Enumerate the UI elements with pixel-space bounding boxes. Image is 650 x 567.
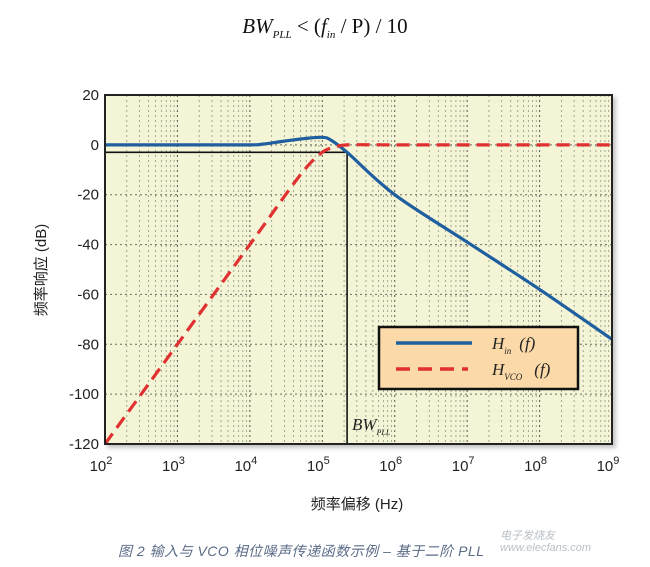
formula-f: f — [320, 14, 327, 38]
reference-lines — [105, 151, 348, 444]
formula-bw: BW — [242, 14, 273, 38]
formula-bw-sub: PLL — [272, 29, 292, 42]
y-tick-label: -120 — [69, 436, 99, 453]
bandwidth-formula: BWPLL < (fin / P) / 10 — [0, 14, 650, 41]
y-tick-label: -100 — [69, 386, 99, 403]
legend: Hin (f) HVCO (f) — [377, 325, 580, 391]
y-tick-label: 20 — [82, 87, 99, 104]
y-tick-label: -60 — [77, 286, 99, 303]
bw-pll-label: BWPLL — [352, 415, 391, 437]
x-tick-label: 109 — [597, 455, 620, 475]
formula-op: < ( — [291, 14, 321, 38]
h-in-curve — [104, 135, 613, 341]
x-tick-label: 107 — [452, 455, 475, 475]
formula-rest: / P) / 10 — [335, 14, 408, 38]
plot-border — [104, 94, 613, 445]
watermark-brand: 电子发烧友 — [500, 530, 555, 542]
y-tick-label: -40 — [77, 237, 99, 254]
x-tick-label: 104 — [234, 455, 257, 475]
y-axis-ticks: 20 0 -20 -40 -60 -80 -100 -120 — [69, 87, 99, 453]
y-axis-label: 频率响应 (dB) — [32, 224, 50, 317]
x-axis-ticks: 102 103 104 105 106 107 108 109 — [90, 455, 620, 475]
watermark-url: www.elecfans.com — [500, 542, 592, 554]
y-tick-label: 0 — [91, 137, 99, 154]
x-tick-label: 102 — [90, 455, 113, 475]
curves — [103, 135, 613, 445]
x-tick-label: 105 — [307, 455, 330, 475]
legend-label-h-vco: HVCO (f) — [491, 360, 551, 382]
watermark: 电子发烧友 www.elecfans.com — [500, 530, 591, 554]
x-tick-label: 106 — [379, 455, 402, 475]
x-axis-label: 频率偏移 (Hz) — [311, 496, 404, 513]
legend-label-h-in: Hin (f) — [491, 334, 536, 356]
h-vco-curve — [103, 143, 612, 445]
formula-f-sub: in — [326, 29, 336, 42]
figure-caption: 图 2 输入与 VCO 相位噪声传递函数示例 – 基于二阶 PLL — [118, 543, 485, 559]
x-tick-label: 108 — [524, 455, 547, 475]
x-tick-label: 103 — [162, 455, 185, 475]
y-tick-label: -20 — [77, 187, 99, 204]
y-tick-label: -80 — [77, 336, 99, 353]
